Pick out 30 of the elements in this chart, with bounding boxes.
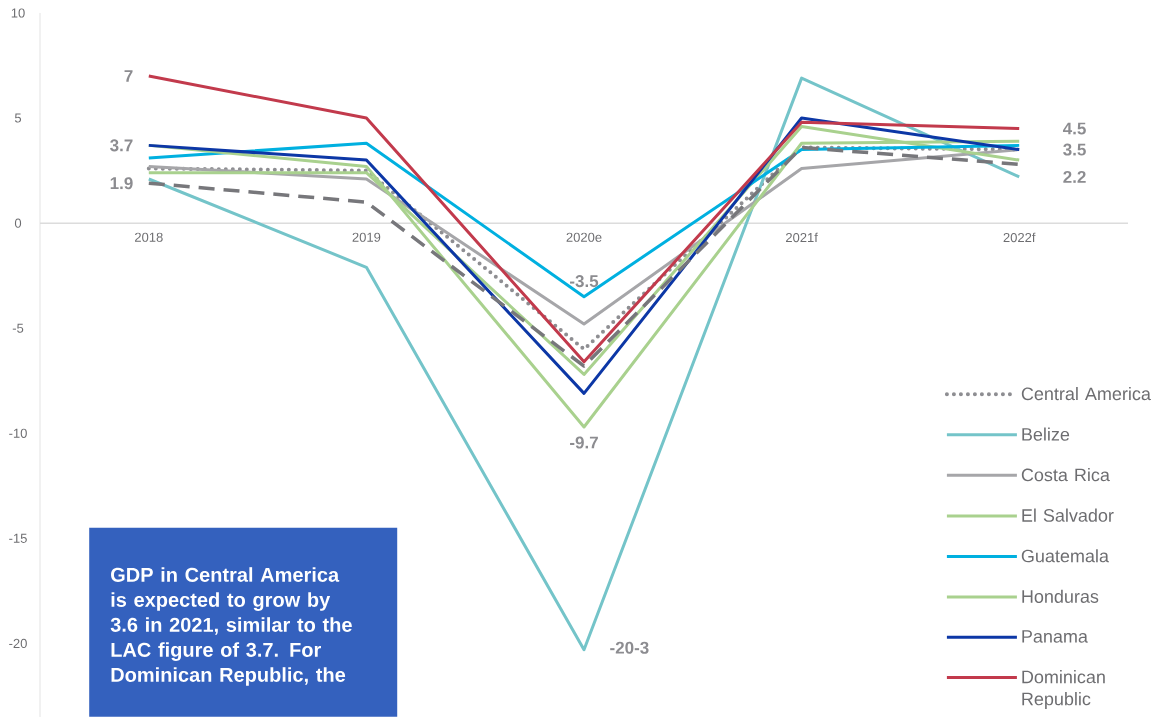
legend-label: Panama (1022, 630, 1088, 643)
legend-label: Honduras (1022, 589, 1099, 603)
legend-label: Costa Rica (1021, 467, 1110, 482)
annotation: 2.2 (1063, 170, 1086, 183)
legend-label: Belize (1022, 427, 1070, 441)
y-tick-label: -10 (9, 428, 27, 438)
y-tick-label: -20 (9, 638, 27, 648)
y-tick-label: -15 (9, 533, 27, 543)
legend-label: Guatemala (1021, 548, 1109, 563)
x-tick-label: 2019 (352, 232, 381, 242)
x-tick-label: 2018 (135, 232, 163, 242)
annotation: 3.7 (110, 139, 133, 152)
annotation: -20-3 (610, 641, 649, 654)
x-tick-label: 2020e (566, 232, 602, 242)
annotation: 7 (124, 69, 133, 82)
annotation: GDP in Central America is expected to grow by 3.6 in 2021, similar to the LAC figure of 3.7. For Dominican Republic, the (110, 566, 352, 686)
annotation: 1.9 (110, 176, 133, 190)
annotation: 3.5 (1063, 143, 1086, 156)
x-tick-label: 2021f (786, 232, 818, 242)
annotation: -3.5 (570, 274, 599, 287)
legend-label: Dominican Republic (1022, 669, 1105, 709)
y-tick-label: 5 (14, 113, 22, 123)
legend-label: Central America (1021, 386, 1151, 401)
annotation: -9.7 (570, 436, 598, 449)
y-tick-label: 10 (11, 8, 25, 18)
legend-label: El Salvador (1022, 508, 1114, 522)
annotation: 4.5 (1062, 122, 1086, 135)
y-tick-label: -5 (12, 323, 24, 333)
y-tick-label: 0 (14, 218, 22, 228)
x-tick-label: 2022f (1003, 232, 1036, 242)
